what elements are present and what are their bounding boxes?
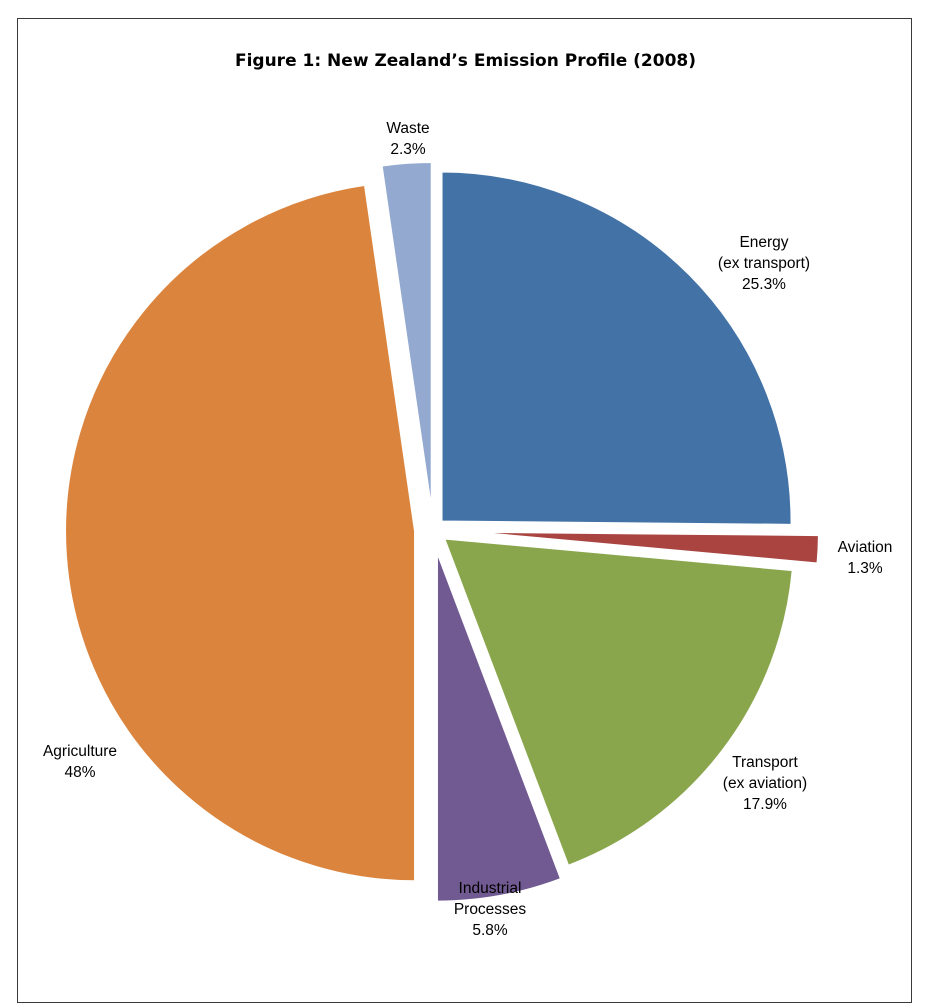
slice-label-industrial: Industrial Processes 5.8% (454, 880, 527, 939)
pie-slice-aviation (468, 530, 820, 565)
pie-slice-industrial (435, 551, 563, 903)
pie-slice-waste (380, 161, 433, 513)
chart-title: Figure 1: New Zealand’s Emission Profile… (234, 51, 697, 71)
slice-label-waste: Waste 2.3% (386, 120, 429, 158)
slice-label-agriculture: Agriculture 48% (43, 743, 117, 781)
pie-slice-agriculture (64, 183, 417, 883)
pie-slice-energy (440, 170, 793, 526)
slice-label-transport: Transport (ex aviation) 17.9% (723, 754, 807, 813)
slice-label-energy: Energy (ex transport) 25.3% (718, 234, 810, 293)
slice-label-aviation: Aviation 1.3% (838, 539, 893, 577)
pie-slice-transport (442, 537, 794, 868)
